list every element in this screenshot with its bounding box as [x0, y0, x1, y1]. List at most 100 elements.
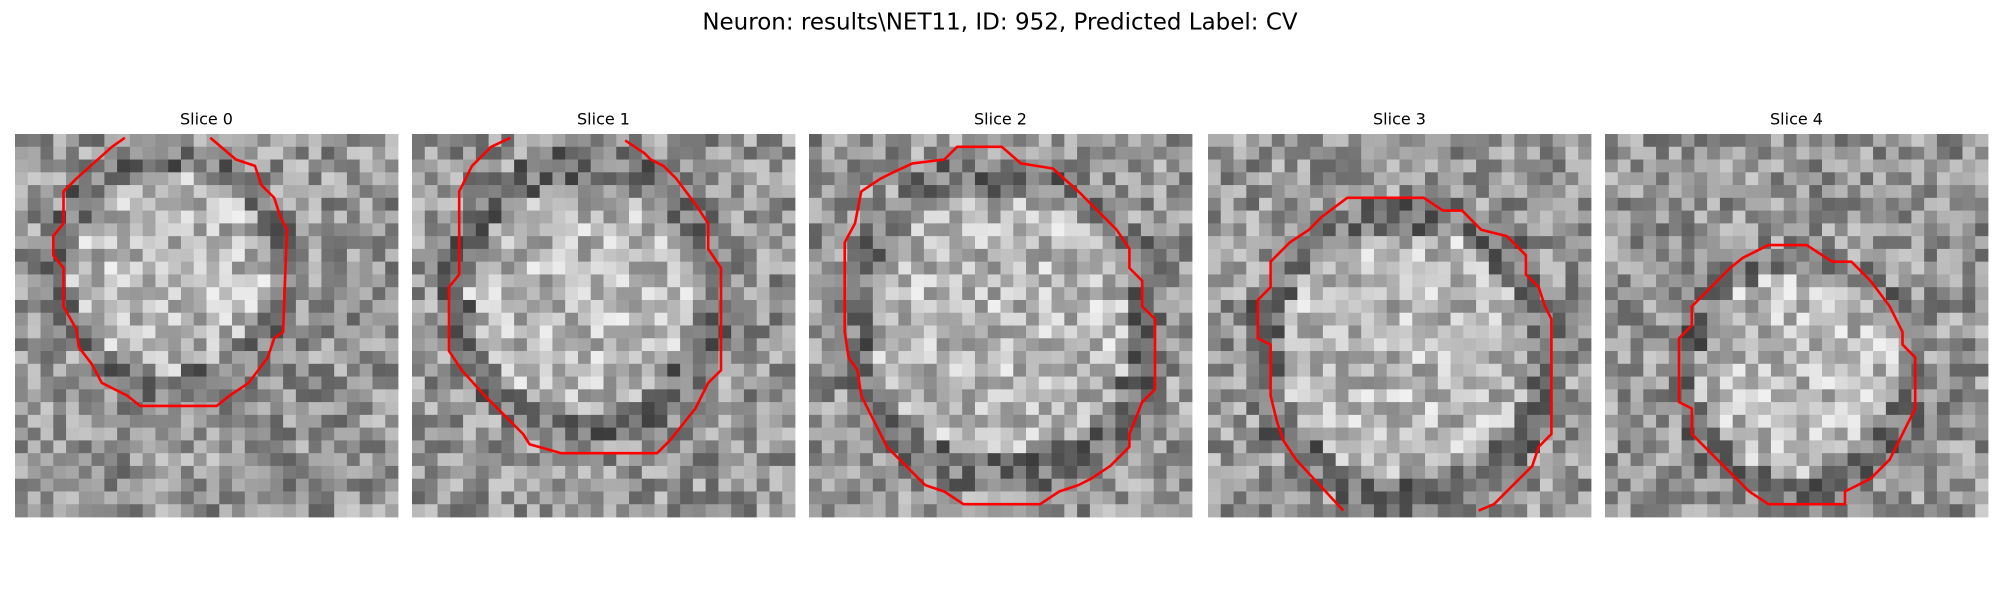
pixel [1527, 146, 1541, 160]
pixel [743, 236, 758, 250]
pixel [782, 146, 796, 160]
pixel [1694, 363, 1708, 377]
pixel [424, 223, 438, 237]
pixel [1463, 172, 1477, 186]
pixel [283, 312, 297, 326]
pixel [590, 146, 604, 160]
pixel [321, 389, 335, 403]
pixel [91, 338, 105, 352]
pixel [1179, 440, 1193, 454]
pixel [1552, 363, 1566, 377]
pixel [1834, 223, 1848, 237]
pixel [1898, 402, 1912, 416]
pixel [898, 261, 912, 275]
pixel [1128, 172, 1142, 186]
pixel [987, 236, 1001, 250]
pixel [743, 427, 758, 441]
pixel [295, 440, 310, 454]
pixel [372, 223, 386, 237]
pixel [1656, 274, 1670, 288]
pixel [1860, 376, 1874, 390]
image-panel [809, 134, 1193, 518]
pixel [1936, 478, 1951, 492]
pixel [847, 248, 861, 263]
pixel [1809, 159, 1823, 173]
pixel [232, 299, 246, 314]
pixel [949, 274, 963, 288]
pixel [860, 248, 874, 263]
pixel [1488, 172, 1503, 186]
pixel [1681, 185, 1695, 199]
pixel [1386, 134, 1400, 148]
pixel [257, 465, 271, 480]
pixel [565, 236, 579, 250]
pixel [590, 159, 604, 173]
pixel [1437, 478, 1451, 492]
pixel [692, 274, 707, 288]
pixel [475, 402, 489, 416]
pixel [898, 236, 912, 250]
pixel [769, 427, 783, 441]
pixel [860, 478, 874, 492]
pixel [206, 159, 220, 173]
pixel [1220, 197, 1234, 211]
pixel [66, 491, 80, 505]
pixel [1271, 134, 1285, 148]
pixel [1373, 427, 1388, 441]
pixel [1233, 312, 1247, 326]
pixel [1208, 172, 1222, 186]
pixel [1246, 325, 1260, 339]
pixel [1514, 274, 1528, 288]
pixel [923, 299, 938, 314]
pixel [565, 414, 579, 429]
pixel [1322, 363, 1337, 377]
pixel [1064, 427, 1078, 441]
pixel [1758, 248, 1772, 263]
pixel [1949, 312, 1963, 326]
pixel [1102, 453, 1116, 467]
pixel [1077, 236, 1091, 250]
pixel [1809, 210, 1823, 224]
pixel [1476, 172, 1490, 186]
pixel [1758, 376, 1772, 390]
pixel [1834, 299, 1848, 314]
pixel [15, 172, 29, 186]
pixel [463, 210, 477, 224]
pixel [155, 261, 169, 275]
pixel [1450, 414, 1464, 429]
pixel [1051, 312, 1065, 326]
pixel [1681, 389, 1695, 403]
pixel [1643, 223, 1657, 237]
pixel [1450, 274, 1464, 288]
pixel [1450, 159, 1464, 173]
pixel [1809, 325, 1823, 339]
pixel [590, 440, 604, 454]
pixel [847, 261, 861, 275]
pixel [1783, 159, 1797, 173]
pixel [1834, 414, 1848, 429]
pixel [1115, 274, 1129, 288]
pixel [1732, 197, 1746, 211]
pixel [1102, 427, 1116, 441]
pixel [654, 376, 668, 390]
pixel [104, 389, 118, 403]
pixel [1552, 325, 1566, 339]
pixel [321, 351, 335, 365]
pixel [1578, 146, 1592, 160]
pixel [1140, 453, 1155, 467]
pixel [1745, 402, 1759, 416]
pixel [1719, 159, 1734, 173]
pixel [1668, 414, 1682, 429]
pixel [66, 134, 80, 148]
pixel [412, 210, 426, 224]
pixel [1911, 376, 1925, 390]
pixel [359, 427, 373, 441]
pixel [78, 504, 92, 518]
pixel [1936, 248, 1951, 263]
pixel [1271, 478, 1285, 492]
pixel [334, 389, 348, 403]
pixel [1962, 287, 1976, 301]
pixel [66, 146, 80, 160]
pixel [834, 376, 848, 390]
pixel [782, 261, 796, 275]
